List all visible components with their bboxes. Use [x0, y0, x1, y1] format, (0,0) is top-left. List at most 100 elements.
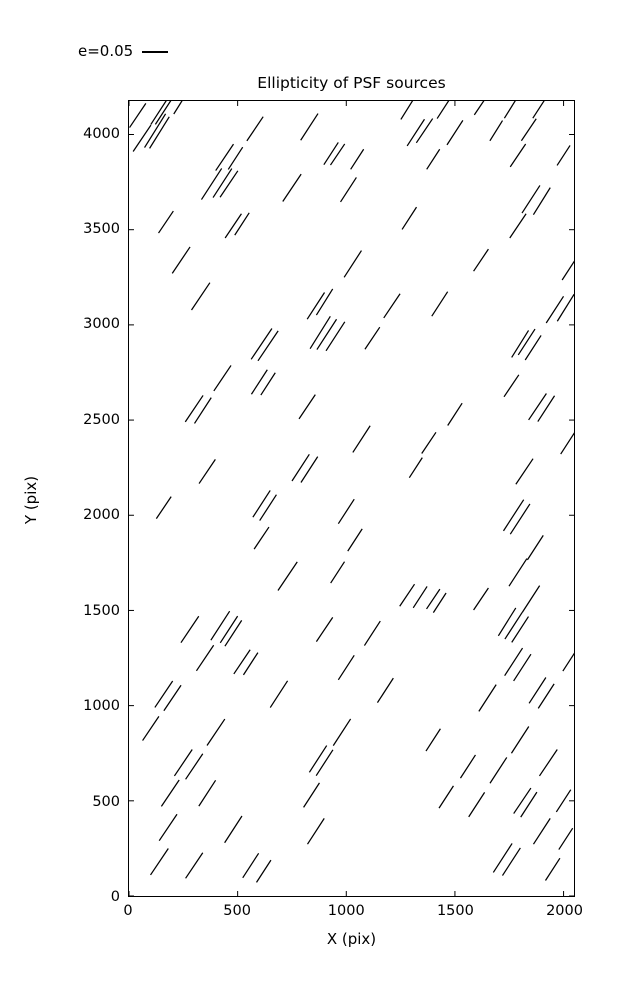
psf-whisker — [180, 615, 200, 644]
psf-whisker — [144, 113, 167, 148]
legend-label: e=0.05 — [78, 42, 134, 60]
psf-whisker — [259, 494, 277, 521]
psf-whisker — [246, 116, 264, 142]
psf-whisker — [158, 210, 174, 234]
psf-whisker — [425, 728, 441, 752]
y-tick-label: 1000 — [83, 698, 120, 715]
x-tick-label: 0 — [123, 903, 133, 919]
psf-whisker — [532, 187, 551, 215]
psf-whisker — [253, 526, 270, 550]
psf-whisker — [315, 749, 334, 777]
psf-whisker — [291, 453, 310, 482]
psf-whisker — [492, 843, 513, 873]
psf-whisker — [129, 103, 147, 128]
psf-whisker — [504, 647, 524, 676]
y-tick-label: 4000 — [83, 125, 120, 142]
psf-whisker — [227, 146, 244, 170]
psf-whisker — [421, 431, 437, 454]
psf-whisker — [364, 326, 381, 350]
psf-whisker — [473, 101, 485, 116]
psf-whisker — [383, 293, 401, 319]
psf-whisker — [234, 212, 250, 236]
x-tick-label: 500 — [223, 903, 251, 919]
psf-whisker — [219, 615, 239, 644]
psf-whisker — [436, 101, 450, 119]
psf-whisker — [350, 148, 365, 170]
psf-whisker — [513, 653, 532, 682]
psf-whisker — [497, 607, 517, 637]
psf-whisker — [562, 652, 574, 672]
psf-whisker — [537, 683, 555, 709]
psf-whisker — [459, 754, 476, 779]
psf-whisker — [252, 490, 271, 518]
psf-whisker — [503, 374, 520, 398]
psf-whisker — [537, 395, 556, 422]
psf-whisker — [158, 813, 178, 842]
psf-whisker — [309, 315, 331, 350]
psf-whisker — [446, 120, 464, 146]
y-tick-label: 3500 — [83, 221, 120, 238]
psf-whisker — [426, 148, 441, 170]
psf-whisker — [412, 586, 428, 609]
psf-whisker — [509, 143, 527, 168]
psf-whisker — [426, 588, 441, 610]
psf-whisker — [538, 749, 558, 777]
psf-whisker — [193, 397, 212, 424]
psf-whisker — [173, 749, 193, 777]
x-tick-label: 2000 — [546, 903, 583, 919]
psf-whisker — [210, 610, 231, 641]
psf-whisker — [521, 185, 541, 214]
x-axis-label: X (pix) — [326, 930, 377, 948]
psf-whisker — [173, 101, 183, 115]
psf-whisker — [154, 101, 172, 125]
psf-whisker — [298, 394, 316, 420]
psf-whisker — [520, 118, 537, 142]
psf-whisker — [300, 456, 319, 483]
psf-whisker — [260, 372, 276, 396]
psf-whisker — [315, 288, 334, 316]
psf-whisker — [195, 644, 215, 672]
y-tick-label: 2500 — [83, 411, 120, 428]
psf-whisker — [555, 789, 572, 813]
y-tick-label: 2000 — [83, 507, 120, 524]
psf-whisker — [376, 677, 394, 703]
psf-whisker — [149, 116, 170, 149]
psf-whisker — [447, 402, 463, 426]
psf-whisker — [306, 292, 326, 320]
psf-whisker — [509, 503, 531, 535]
x-tick-label: 1000 — [327, 903, 365, 919]
psf-whisker — [560, 432, 574, 455]
psf-whisker — [528, 677, 547, 704]
psf-whisker — [185, 852, 204, 879]
psf-whisker — [277, 561, 298, 591]
psf-whisker — [224, 620, 243, 647]
psf-whisker — [503, 101, 516, 119]
psf-whisker — [308, 745, 328, 773]
psf-whisker — [242, 652, 259, 676]
psf-whisker — [532, 818, 551, 845]
psf-whisker — [215, 143, 235, 171]
psf-whisker — [501, 847, 521, 876]
whisker-layer — [129, 101, 574, 883]
psf-whisker — [347, 528, 363, 552]
psf-whisker — [401, 206, 418, 230]
legend-reference-line — [142, 50, 169, 53]
psf-whisker — [363, 620, 381, 646]
psf-whisker — [521, 585, 541, 613]
psf-whisker — [556, 145, 571, 166]
psf-whisker — [185, 753, 204, 780]
psf-whisker — [561, 260, 574, 281]
psf-whisker — [160, 779, 180, 807]
psf-whisker — [303, 782, 320, 808]
psf-whisker — [332, 718, 352, 746]
psf-whisker — [415, 118, 434, 144]
psf-whisker — [325, 321, 346, 352]
psf-whisker — [224, 213, 242, 239]
psf-whisker — [242, 852, 260, 879]
psf-whisker — [468, 792, 486, 818]
psf-whisker — [520, 791, 538, 818]
y-axis-label: Y (pix) — [22, 475, 40, 525]
psf-whisker — [154, 680, 174, 708]
psf-whisker — [250, 328, 273, 360]
